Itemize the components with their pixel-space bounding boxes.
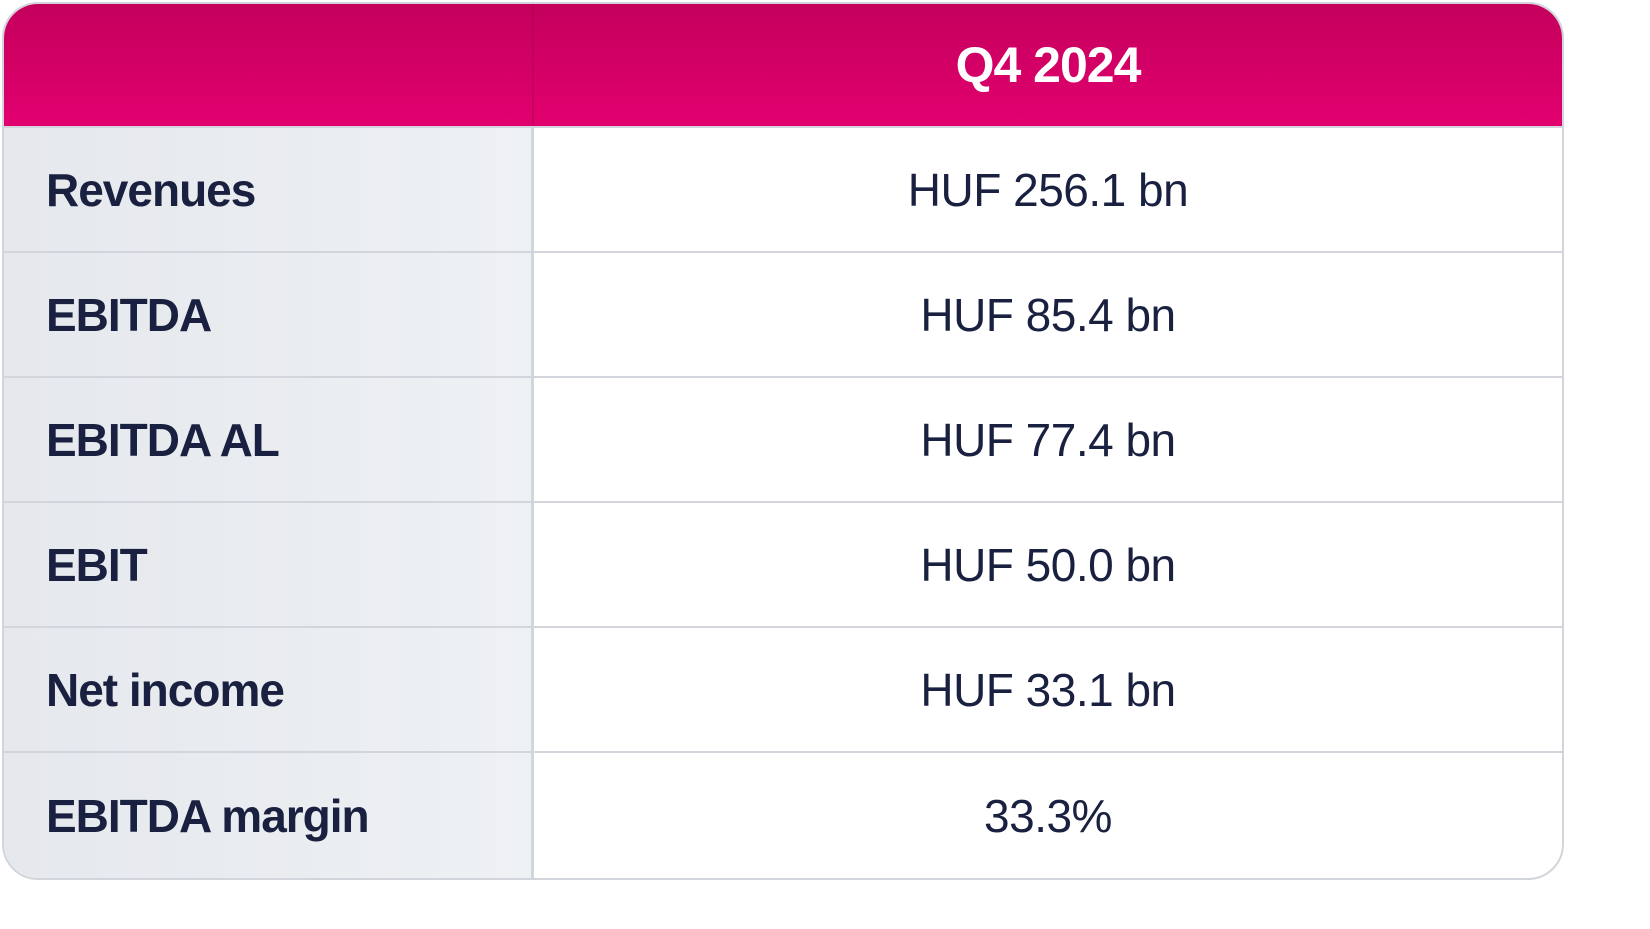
financial-summary-table: Q4 2024 Revenues HUF 256.1 bn EBITDA HUF… bbox=[2, 2, 1564, 880]
table-row-net-income: Net income HUF 33.1 bn bbox=[4, 628, 1562, 753]
row-label-ebit: EBIT bbox=[4, 503, 534, 626]
row-value-ebit: HUF 50.0 bn bbox=[920, 538, 1176, 591]
row-value-ebitda: HUF 85.4 bn bbox=[920, 288, 1176, 341]
row-value-ebitda-al: HUF 77.4 bn bbox=[920, 413, 1176, 466]
row-value-ebitda-margin: 33.3% bbox=[984, 789, 1112, 842]
row-value-net-income: HUF 33.1 bn bbox=[920, 663, 1176, 716]
table-row-ebitda-margin: EBITDA margin 33.3% bbox=[4, 753, 1562, 878]
row-value-revenues: HUF 256.1 bn bbox=[907, 163, 1189, 216]
row-label-revenues: Revenues bbox=[4, 128, 534, 251]
table-row-ebitda-al: EBITDA AL HUF 77.4 bn bbox=[4, 378, 1562, 503]
table-header-row: Q4 2024 bbox=[4, 4, 1562, 128]
row-label-ebitda-margin: EBITDA margin bbox=[4, 753, 534, 878]
table-row-revenues: Revenues HUF 256.1 bn bbox=[4, 128, 1562, 253]
row-label-net-income: Net income bbox=[4, 628, 534, 751]
period-column-header: Q4 2024 bbox=[955, 37, 1142, 93]
table-row-ebitda: EBITDA HUF 85.4 bn bbox=[4, 253, 1562, 378]
row-label-ebitda: EBITDA bbox=[4, 253, 534, 376]
header-label-column bbox=[4, 4, 534, 126]
row-label-ebitda-al: EBITDA AL bbox=[4, 378, 534, 501]
table-row-ebit: EBIT HUF 50.0 bn bbox=[4, 503, 1562, 628]
